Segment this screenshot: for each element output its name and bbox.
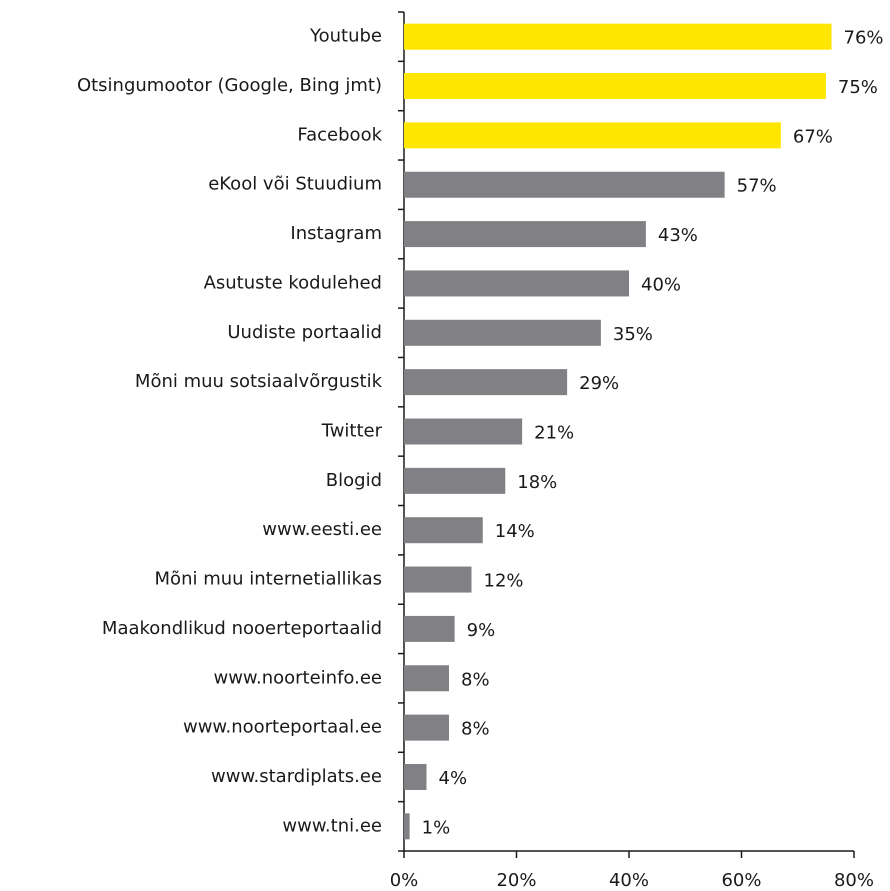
value-label: 18% [517, 472, 557, 493]
x-tick-label: 0% [390, 870, 419, 891]
value-label: 8% [461, 669, 490, 690]
bar [404, 270, 629, 297]
value-label: 35% [613, 324, 653, 345]
y-tick-label: www.noorteinfo.ee [213, 667, 382, 688]
y-tick-label: Blogid [326, 470, 382, 491]
x-tick-label: 80% [834, 870, 874, 891]
value-label: 1% [422, 817, 451, 838]
value-label: 21% [534, 423, 574, 444]
bar [404, 566, 472, 593]
value-label: 9% [467, 620, 496, 641]
bar [404, 73, 826, 100]
y-tick-label: Youtube [309, 26, 382, 47]
y-tick-label: Mõni muu internetiallikas [155, 569, 382, 590]
value-label: 76% [844, 28, 884, 49]
bar [404, 467, 506, 494]
value-label: 8% [461, 719, 490, 740]
value-label: 75% [838, 77, 878, 98]
bar [404, 665, 449, 692]
value-label: 43% [658, 225, 698, 246]
y-tick-label: Uudiste portaalid [227, 322, 382, 343]
bar [404, 813, 410, 840]
y-tick-label: www.stardiplats.ee [211, 766, 382, 787]
bar [404, 122, 781, 149]
value-label: 29% [579, 373, 619, 394]
y-tick-label: Maakondlikud nooerteportaalid [102, 618, 382, 639]
x-tick-label: 20% [496, 870, 536, 891]
bar [404, 763, 427, 790]
bar [404, 319, 601, 346]
bar [404, 517, 483, 544]
y-tick-label: Asutuste kodulehed [204, 272, 382, 293]
value-label: 67% [793, 126, 833, 147]
y-tick-label: Otsingumootor (Google, Bing jmt) [77, 75, 382, 96]
value-label: 4% [439, 768, 468, 789]
bar [404, 418, 523, 445]
value-label: 40% [641, 274, 681, 295]
y-tick-label: www.eesti.ee [262, 519, 382, 540]
value-label: 12% [484, 571, 524, 592]
bar [404, 369, 568, 396]
bar [404, 171, 725, 198]
bar [404, 615, 455, 642]
y-tick-label: Twitter [321, 421, 383, 442]
y-tick-label: Instagram [290, 223, 382, 244]
bar [404, 23, 832, 50]
value-label: 14% [495, 521, 535, 542]
y-tick-label: Mõni muu sotsiaalvõrgustik [135, 371, 383, 392]
x-tick-label: 40% [609, 870, 649, 891]
y-tick-label: www.noorteportaal.ee [183, 717, 382, 738]
bar [404, 714, 449, 741]
y-tick-label: Facebook [297, 124, 382, 145]
bar [404, 221, 646, 248]
y-tick-label: www.tni.ee [282, 815, 382, 836]
x-tick-label: 60% [721, 870, 761, 891]
value-label: 57% [737, 176, 777, 197]
y-tick-label: eKool või Stuudium [208, 174, 382, 195]
